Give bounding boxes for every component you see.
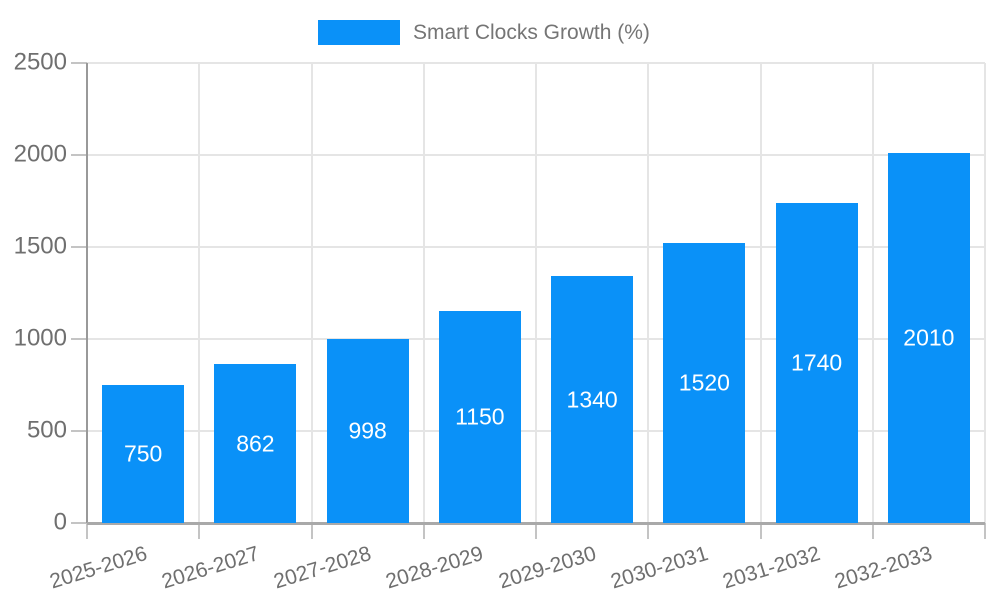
v-gridline: [871, 63, 874, 523]
x-tick-mark: [759, 523, 762, 539]
x-tick-mark: [422, 523, 425, 539]
y-tick-mark: [71, 154, 87, 156]
y-tick-label: 2500: [13, 48, 67, 76]
x-tick-mark: [198, 523, 201, 539]
bar-value-label: 1150: [455, 403, 505, 430]
x-tick-mark: [647, 523, 650, 539]
y-tick-label: 0: [53, 508, 67, 536]
x-tick-label: 2025-2026: [46, 542, 150, 594]
bar-value-label: 862: [236, 430, 275, 457]
bar-value-label: 1740: [791, 349, 843, 376]
bar: [887, 153, 970, 523]
x-tick-label: 2028-2029: [383, 542, 487, 594]
y-tick-label: 2000: [13, 140, 67, 168]
x-tick-label: 2026-2027: [159, 542, 262, 594]
y-tick-mark: [71, 338, 87, 340]
bar: [438, 311, 521, 523]
v-gridline: [198, 63, 201, 523]
v-gridline: [759, 63, 762, 523]
bar: [551, 276, 634, 523]
x-tick-label: 2029-2030: [495, 542, 599, 594]
y-tick-mark: [71, 522, 87, 524]
y-axis-line: [86, 63, 88, 523]
bar: [214, 364, 297, 523]
bar: [102, 385, 185, 523]
x-tick-label: 2030-2031: [608, 542, 711, 594]
y-tick-mark: [71, 430, 87, 432]
x-tick-label: 2032-2033: [832, 542, 936, 594]
x-tick-mark: [984, 523, 986, 539]
v-gridline: [535, 63, 537, 523]
y-tick-label: 1000: [13, 324, 67, 352]
legend-label: Smart Clocks Growth (%): [413, 20, 650, 44]
bar-value-label: 750: [123, 440, 163, 467]
x-tick-mark: [310, 523, 313, 539]
bar-value-label: 2010: [903, 324, 955, 351]
v-gridline: [647, 63, 650, 523]
x-tick-label: 2031-2032: [720, 542, 824, 594]
y-tick-label: 1500: [13, 232, 67, 260]
bar: [326, 339, 409, 523]
bar: [775, 202, 858, 523]
bar-value-label: 1340: [566, 386, 618, 413]
v-gridline: [310, 63, 313, 523]
x-tick-mark: [535, 523, 537, 539]
legend-color-swatch: [318, 20, 400, 45]
x-tick-mark: [871, 523, 874, 539]
v-gridline: [984, 63, 986, 523]
chart-legend: Smart Clocks Growth (%): [318, 20, 650, 45]
y-tick-label: 500: [26, 416, 67, 444]
v-gridline: [422, 63, 425, 523]
y-tick-mark: [71, 246, 87, 248]
x-axis-line: [87, 522, 985, 525]
x-tick-mark: [86, 523, 88, 539]
y-tick-mark: [71, 62, 87, 64]
x-tick-label: 2027-2028: [271, 542, 375, 594]
bar-value-label: 998: [348, 417, 387, 444]
bar-value-label: 1520: [678, 369, 730, 396]
bar: [663, 243, 746, 523]
